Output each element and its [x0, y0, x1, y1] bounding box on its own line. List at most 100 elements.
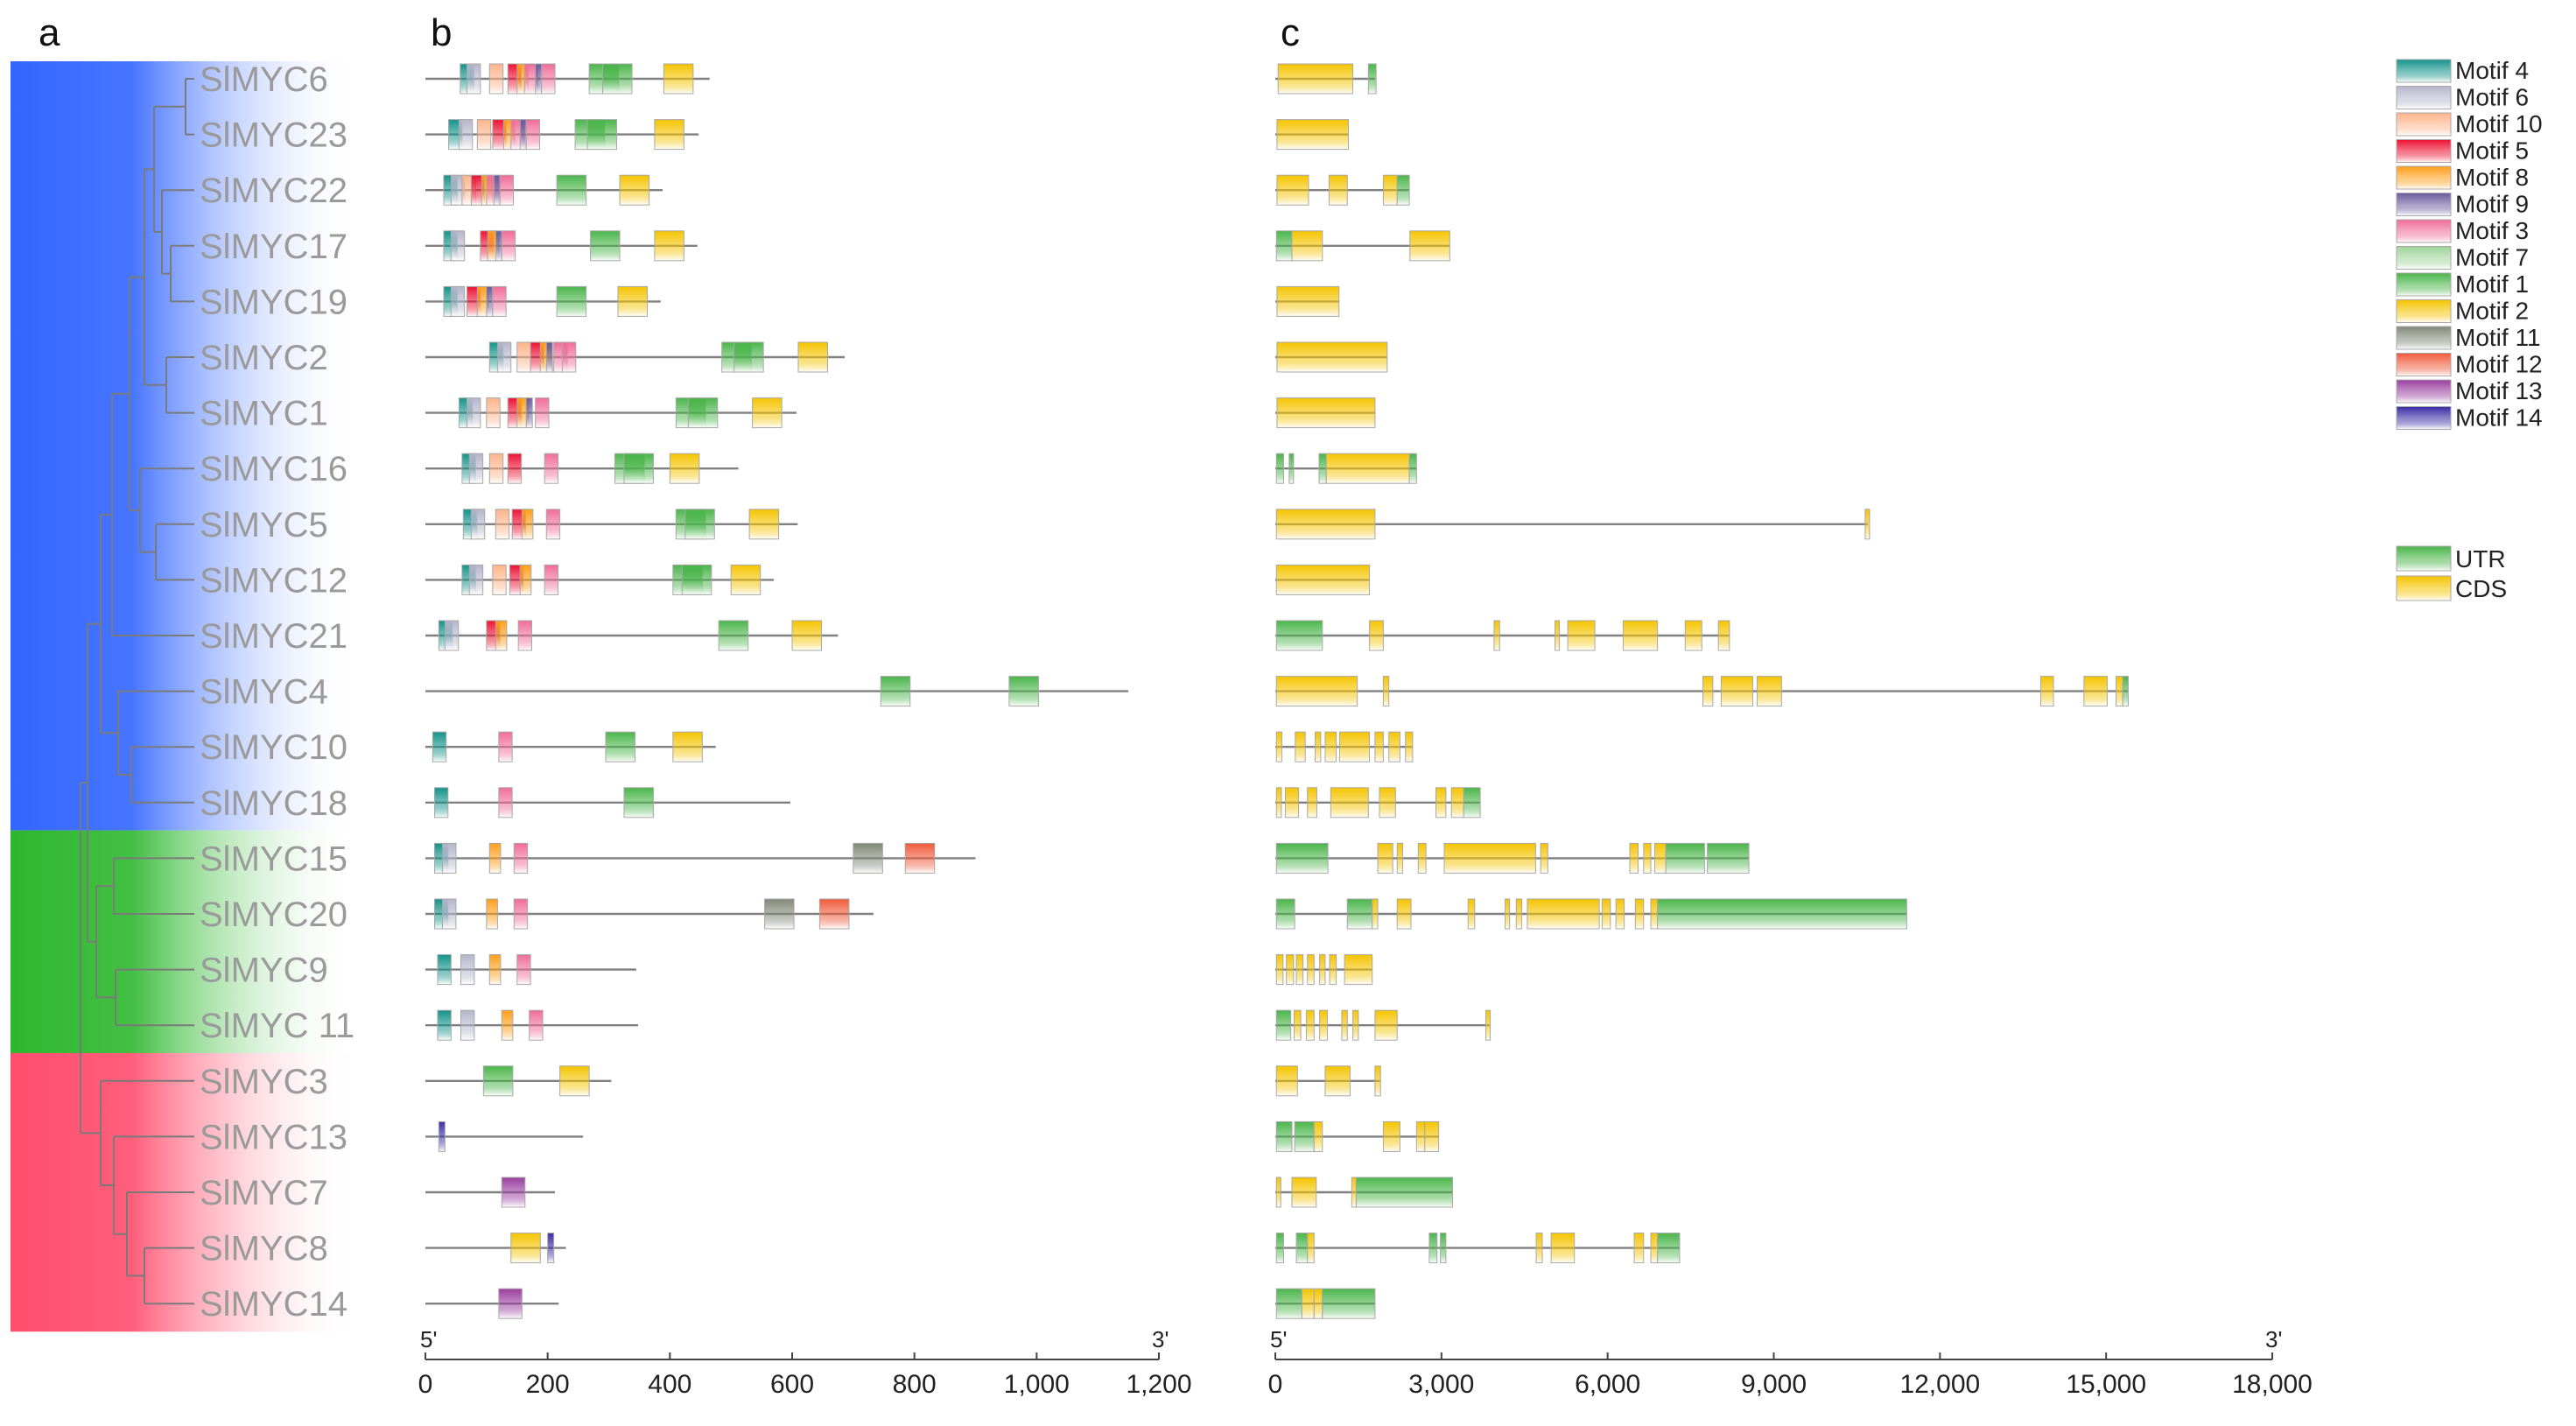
- utr-slmyc16-1: [1288, 453, 1295, 484]
- structure-tick-label-3: 9,000: [1741, 1370, 1807, 1399]
- cds-slmyc18-3: [1330, 787, 1369, 818]
- motif-6-slmyc6: [466, 63, 481, 95]
- gene-label-slmyc12: SlMYC12: [200, 561, 347, 600]
- motif-8-slmyc9: [488, 954, 502, 986]
- cds-slmyc4-0: [1275, 676, 1358, 707]
- motif-3-slmyc17: [501, 230, 516, 262]
- structure-tick-label-4: 12,000: [1899, 1370, 1980, 1399]
- utr-slmyc16-2: [1318, 453, 1327, 484]
- motif-6-slmyc19: [450, 285, 466, 317]
- cds-slmyc20-9: [1615, 898, 1625, 930]
- cds-slmyc13-4: [1415, 1120, 1426, 1152]
- clade-2-band: [11, 830, 361, 1053]
- motif-12-slmyc15: [904, 842, 936, 874]
- cds-slmyc1-0: [1276, 397, 1376, 429]
- cds-slmyc-11-5: [1352, 1009, 1359, 1041]
- cds-slmyc15-8: [1653, 842, 1667, 874]
- motif-1-slmyc2: [733, 341, 764, 373]
- motif-2-slmyc10: [672, 731, 703, 762]
- gene-label-slmyc2: SlMYC2: [200, 339, 328, 377]
- legend-swatch-motif-11: [2396, 326, 2452, 350]
- utr-slmyc-11-0: [1275, 1009, 1292, 1041]
- structure-axis: 0 3,000 6,000 9,000 12,000 15,000 18,000 5' 3': [1268, 1326, 2313, 1399]
- cds-slmyc-11-6: [1374, 1009, 1398, 1041]
- motif-3-slmyc15: [513, 842, 529, 874]
- motif-2-slmyc19: [617, 285, 648, 317]
- cds-slmyc-11-1: [1294, 1009, 1302, 1041]
- motif-1-slmyc1: [687, 397, 719, 429]
- cds-slmyc18-4: [1379, 787, 1396, 818]
- utr-slmyc8-9: [1657, 1233, 1681, 1264]
- motif-14-slmyc13: [438, 1120, 446, 1152]
- motif-1-slmyc3: [482, 1065, 514, 1097]
- cds-slmyc4-1: [1382, 676, 1390, 707]
- cds-slmyc8-5: [1535, 1233, 1543, 1264]
- motif-3-slmyc10: [498, 731, 513, 762]
- cds-slmyc21-5: [1622, 620, 1659, 651]
- structure-tick-label-0: 0: [1268, 1370, 1283, 1399]
- legend-label-motif-4: Motif 4: [2455, 57, 2529, 84]
- motif-2-slmyc3: [559, 1065, 590, 1097]
- motif-1-slmyc18: [623, 787, 654, 818]
- legend-label-motif-13: Motif 13: [2455, 377, 2543, 404]
- gene-label-slmyc14: SlMYC14: [200, 1285, 347, 1324]
- motif-4-slmyc18: [433, 787, 449, 818]
- structure-tick-label-5: 15,000: [2066, 1370, 2146, 1399]
- cds-slmyc4-3: [1720, 676, 1753, 707]
- gene-label-slmyc23: SlMYC23: [200, 116, 347, 155]
- utr-slmyc15-9: [1665, 842, 1705, 874]
- legend-swatch-motif-13: [2396, 379, 2452, 404]
- motif-2-slmyc21: [791, 620, 823, 651]
- cds-slmyc16-3: [1325, 453, 1410, 484]
- motif-2-slmyc1: [752, 397, 783, 429]
- cds-slmyc10-5: [1374, 731, 1384, 762]
- cds-slmyc9-0: [1275, 954, 1284, 986]
- motif-1-slmyc4: [1008, 676, 1039, 707]
- motif-2-slmyc5: [748, 509, 780, 540]
- cds-slmyc9-2: [1295, 954, 1304, 986]
- cds-slmyc15-2: [1396, 842, 1404, 874]
- gene-label-slmyc22: SlMYC22: [200, 172, 347, 210]
- cds-slmyc10-0: [1275, 731, 1283, 762]
- utr-slmyc13-0: [1275, 1120, 1293, 1152]
- cds-slmyc15-6: [1629, 842, 1639, 874]
- motif-8-slmyc5: [521, 509, 534, 540]
- cds-slmyc21-3: [1555, 620, 1561, 651]
- motif-6-slmyc5: [470, 509, 486, 540]
- motif-10-slmyc1: [486, 397, 501, 429]
- motif-10-slmyc6: [488, 63, 504, 95]
- cds-slmyc10-1: [1295, 731, 1306, 762]
- gene-label-slmyc1: SlMYC1: [200, 395, 328, 433]
- motif-6-slmyc17: [450, 230, 466, 262]
- gene-label-slmyc10: SlMYC10: [200, 728, 347, 767]
- gene-label-slmyc15: SlMYC15: [200, 839, 347, 878]
- motif-1-slmyc17: [590, 230, 621, 262]
- motif-1-slmyc10: [605, 731, 636, 762]
- motif-4-slmyc-11: [437, 1009, 452, 1041]
- motif-1-slmyc6: [602, 63, 633, 95]
- cds-slmyc14-2: [1313, 1288, 1323, 1319]
- cds-slmyc23-0: [1276, 119, 1350, 151]
- cds-slmyc15-7: [1643, 842, 1652, 874]
- motif-2-slmyc22: [619, 174, 650, 206]
- legend-label-motif-10: Motif 10: [2455, 110, 2543, 137]
- motif-tick-label-3: 600: [770, 1370, 814, 1399]
- structure-tick-label-1: 3,000: [1408, 1370, 1474, 1399]
- motif-13-slmyc14: [498, 1288, 523, 1319]
- legend-label-motif-1: Motif 1: [2455, 270, 2529, 298]
- motif-2-slmyc2: [797, 341, 829, 373]
- cds-slmyc7-0: [1275, 1177, 1281, 1208]
- motif-3-slmyc19: [492, 285, 507, 317]
- motif-3-slmyc16: [544, 453, 559, 484]
- utr-slmyc14-3: [1322, 1288, 1376, 1319]
- motif-11-slmyc20: [764, 898, 795, 930]
- cds-slmyc21-4: [1567, 620, 1596, 651]
- cds-slmyc2-0: [1276, 341, 1388, 373]
- legend-swatch-motif-14: [2396, 406, 2452, 430]
- legend-swatch-motif-1: [2396, 272, 2452, 297]
- cds-slmyc15-5: [1540, 842, 1548, 874]
- motif-1-slmyc23: [586, 119, 618, 151]
- motif-start-label: 5': [420, 1326, 437, 1352]
